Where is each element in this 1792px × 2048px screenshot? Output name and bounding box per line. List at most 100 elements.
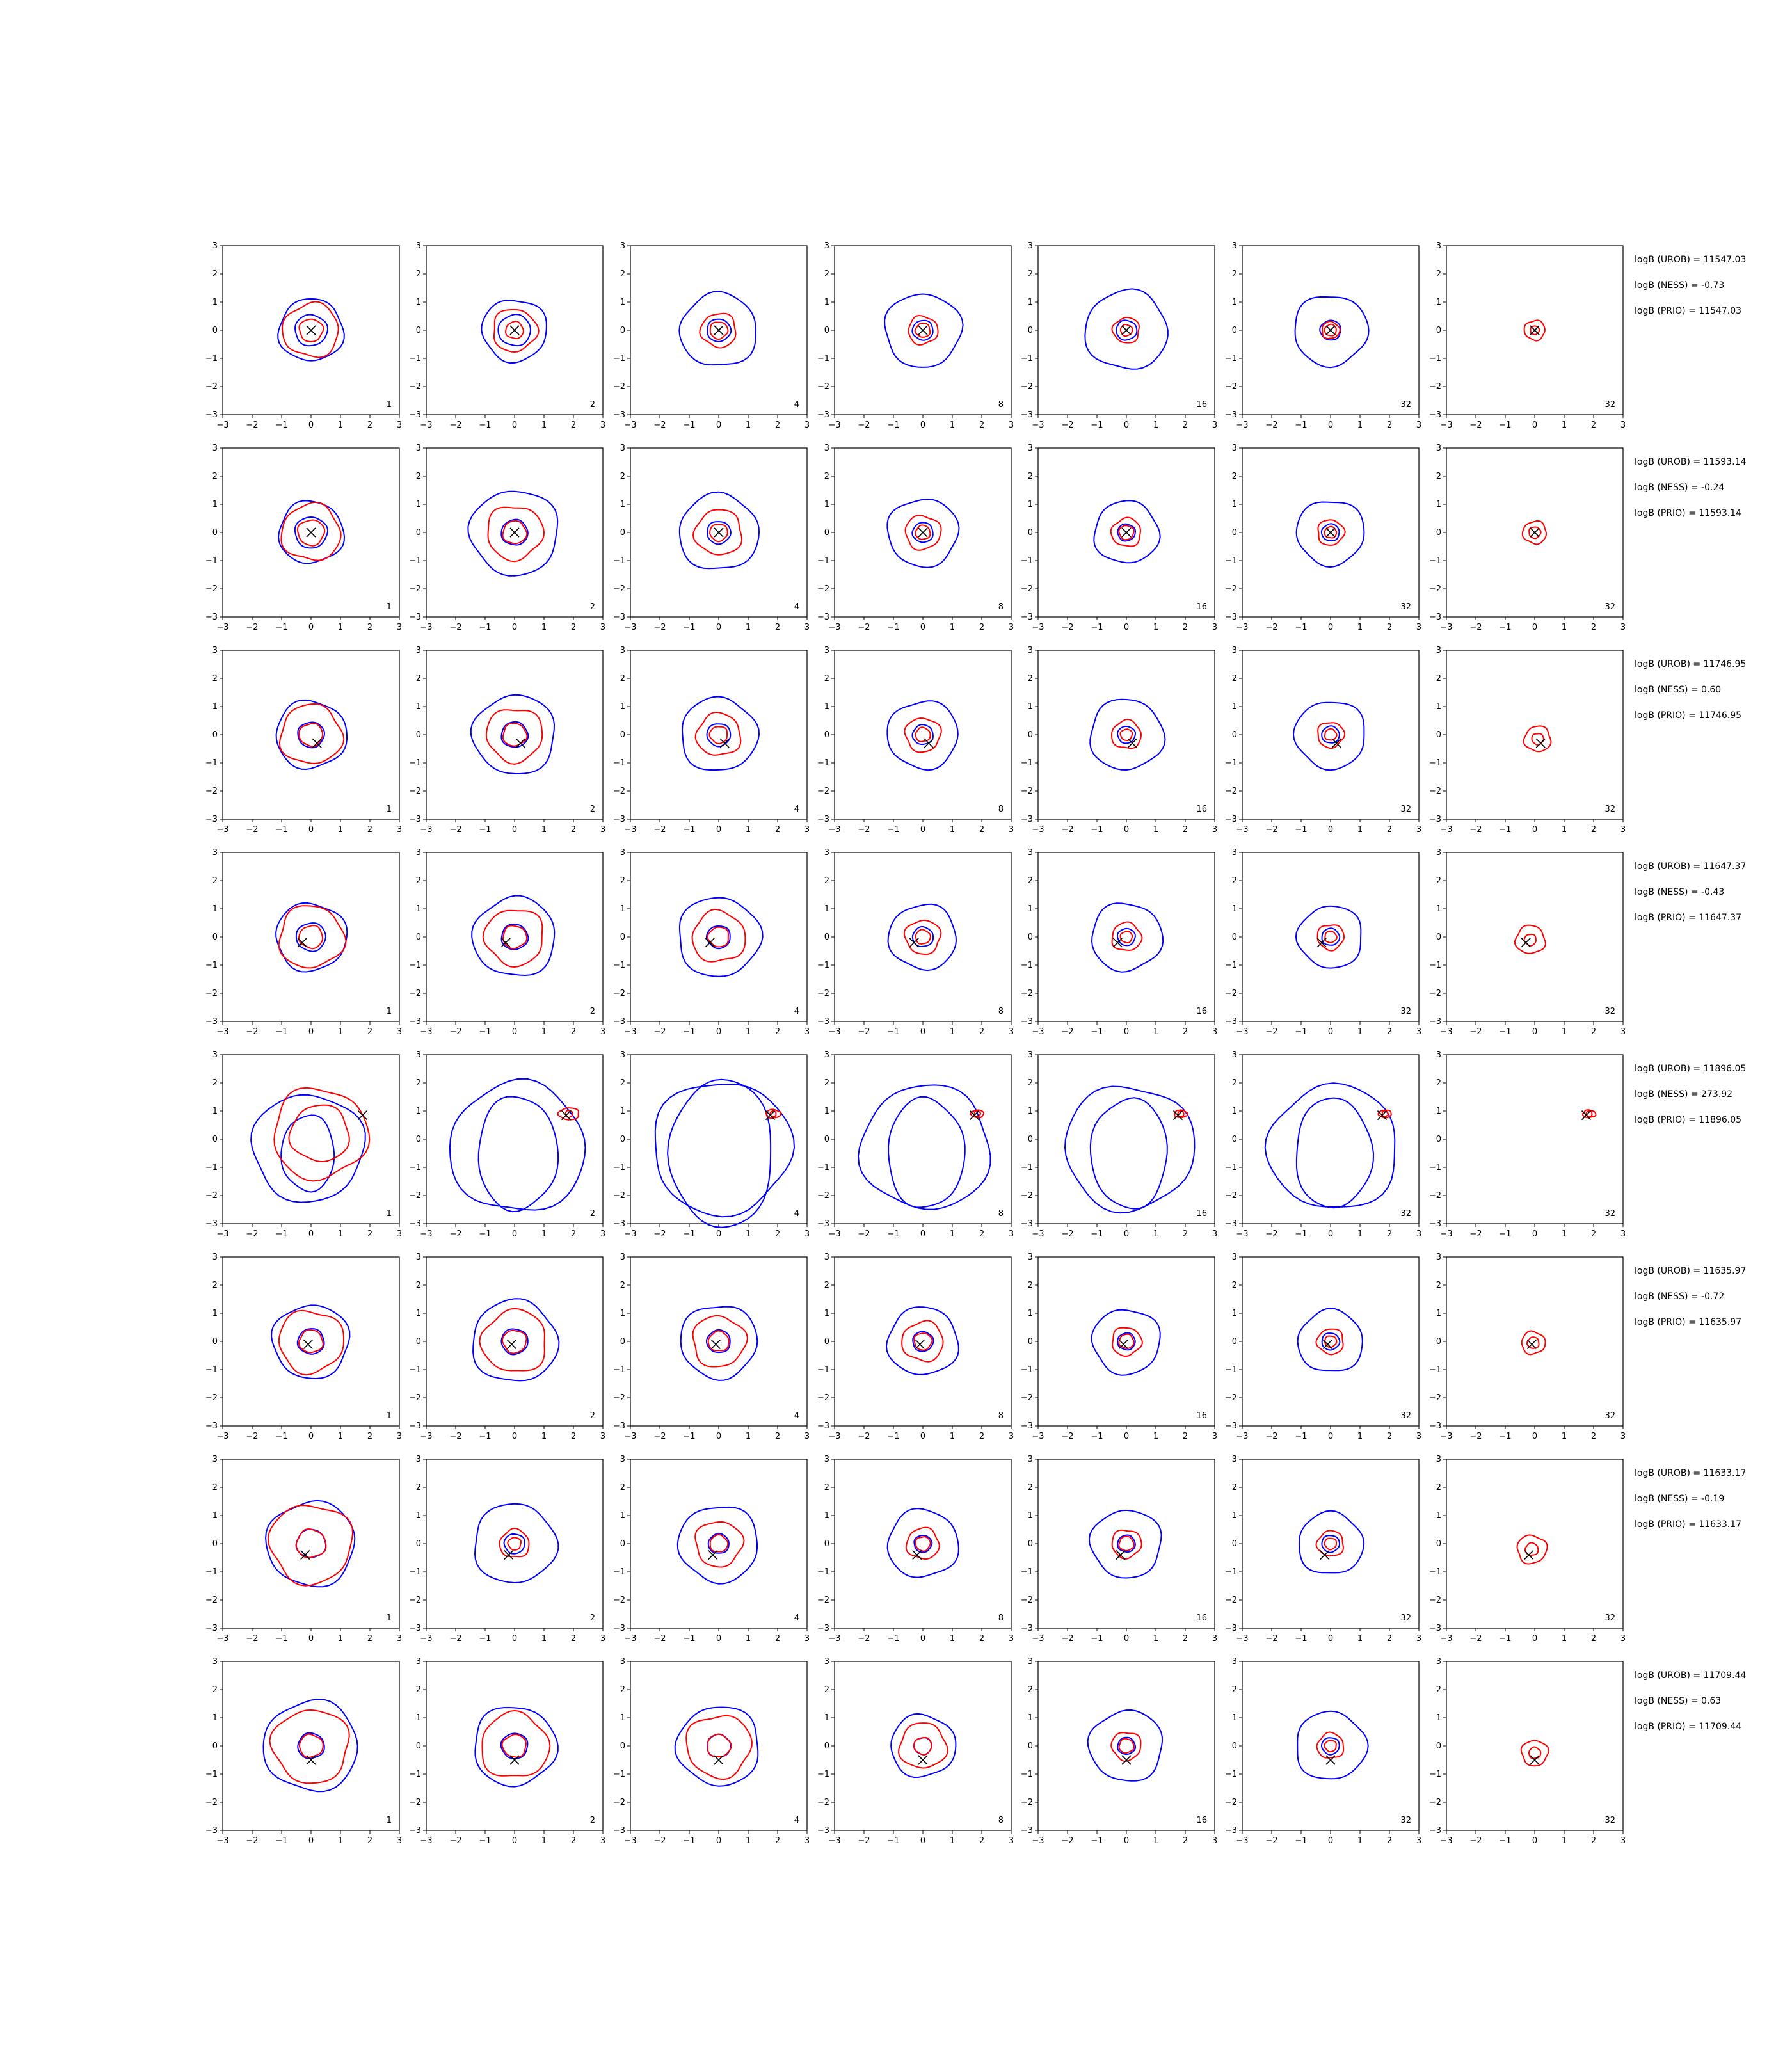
x-tick-label: 1 <box>1562 1027 1567 1037</box>
y-tick-label: 3 <box>416 1455 421 1464</box>
y-tick-label: 0 <box>620 1539 625 1549</box>
y-tick-label: −3 <box>817 410 829 420</box>
x-tick-label: 2 <box>571 1432 576 1441</box>
x-tick-label: −1 <box>1091 1229 1103 1239</box>
blue-contour-outer <box>474 1706 559 1788</box>
y-tick-label: 0 <box>212 730 218 740</box>
x-tick-label: −3 <box>624 1229 636 1239</box>
blue-contour-inner <box>888 1096 966 1208</box>
red-contour-outer <box>1316 924 1345 952</box>
panel-count-label: 4 <box>794 602 799 612</box>
x-tick-label: 3 <box>804 1836 810 1846</box>
y-tick-label: −1 <box>409 1365 421 1375</box>
y-tick-label: −3 <box>205 1624 218 1633</box>
true-value-marker <box>1581 1110 1592 1121</box>
x-tick-label: −3 <box>1032 825 1044 835</box>
blue-contour-outer <box>1091 902 1164 973</box>
y-tick-label: −3 <box>205 1219 218 1229</box>
y-tick-label: 0 <box>824 1539 829 1549</box>
y-tick-label: 0 <box>824 730 829 740</box>
y-tick-label: 1 <box>1028 904 1033 914</box>
x-tick-label: 1 <box>950 420 955 430</box>
x-tick-label: 1 <box>1562 420 1567 430</box>
true-value-marker <box>1530 325 1540 335</box>
red-contour-outer <box>692 1315 748 1368</box>
y-tick-label: −1 <box>613 1163 625 1172</box>
y-tick-label: 2 <box>620 876 625 886</box>
y-tick-label: 0 <box>212 1741 218 1751</box>
x-tick-label: −2 <box>653 1027 666 1037</box>
x-tick-label: 1 <box>1153 420 1158 430</box>
x-tick-label: 1 <box>746 1432 751 1441</box>
x-tick-label: −1 <box>1091 825 1103 835</box>
x-tick-label: −2 <box>858 420 870 430</box>
y-tick-label: 2 <box>212 1685 218 1695</box>
x-tick-label: 2 <box>367 1027 372 1037</box>
true-value-marker <box>708 1550 718 1560</box>
x-tick-label: 3 <box>1009 623 1014 632</box>
y-tick-label: −1 <box>613 961 625 970</box>
x-tick-label: 0 <box>1124 1027 1129 1037</box>
x-tick-label: −2 <box>653 825 666 835</box>
logb-stat-label: logB (NESS) = -0.73 <box>1635 280 1724 291</box>
x-tick-label: −3 <box>1440 1634 1452 1644</box>
y-tick-label: 0 <box>1232 528 1237 538</box>
y-tick-label: 2 <box>620 1483 625 1492</box>
x-tick-label: 0 <box>1328 1432 1333 1441</box>
red-contour-outer <box>1110 516 1142 547</box>
x-tick-label: 2 <box>571 1027 576 1037</box>
x-tick-label: 3 <box>1620 1634 1626 1644</box>
panel-r8-c1: −3 −2 −1 0 1 2 3 3 2 1 0 −1 −2 −3 1 <box>205 1657 402 1846</box>
blue-contour-inner <box>296 1328 325 1355</box>
x-tick-label: −1 <box>683 825 695 835</box>
y-tick-label: −3 <box>613 1826 625 1836</box>
x-tick-label: −1 <box>1499 1432 1511 1441</box>
axes-frame <box>834 1459 1012 1629</box>
x-tick-label: 0 <box>512 1229 517 1239</box>
x-tick-label: 3 <box>1009 1432 1014 1441</box>
x-tick-label: 0 <box>1328 1836 1333 1846</box>
panel-count-label: 16 <box>1196 602 1207 612</box>
red-contour-outer <box>482 909 543 968</box>
panel-count-label: 1 <box>387 1209 392 1219</box>
y-tick-label: −2 <box>1225 1191 1237 1201</box>
x-tick-label: 3 <box>1620 1027 1626 1037</box>
panel-count-label: 2 <box>590 804 595 814</box>
y-tick-label: −1 <box>1021 961 1033 970</box>
y-tick-label: 1 <box>212 1107 218 1116</box>
y-tick-label: 2 <box>212 1483 218 1492</box>
x-tick-label: −1 <box>887 825 899 835</box>
y-tick-label: 1 <box>416 1309 421 1318</box>
x-tick-label: −3 <box>216 1836 228 1846</box>
x-tick-label: −3 <box>420 623 432 632</box>
logb-stat-label: logB (NESS) = -0.19 <box>1635 1494 1724 1504</box>
blue-contour-outer <box>1292 701 1365 771</box>
y-tick-label: −2 <box>409 584 421 594</box>
x-tick-label: 3 <box>804 1229 810 1239</box>
x-tick-label: 1 <box>338 1634 343 1644</box>
y-tick-label: 1 <box>1232 500 1237 509</box>
x-tick-label: 3 <box>1009 1634 1014 1644</box>
y-tick-label: −3 <box>1225 1421 1237 1431</box>
x-tick-label: 1 <box>338 420 343 430</box>
x-tick-label: −1 <box>1499 623 1511 632</box>
axes-frame <box>426 1661 604 1831</box>
axes-frame <box>834 1054 1012 1224</box>
red-contour-inner <box>1118 1738 1135 1754</box>
red-contour-inner <box>915 929 932 945</box>
y-tick-label: 3 <box>824 646 829 655</box>
x-tick-label: −2 <box>1061 623 1073 632</box>
x-tick-label: 0 <box>716 420 721 430</box>
blue-contour-outer <box>678 291 756 366</box>
panel-count-label: 1 <box>387 1613 392 1623</box>
y-tick-label: −1 <box>205 1770 218 1779</box>
axes-frame <box>426 852 604 1022</box>
y-tick-label: −2 <box>817 1393 829 1403</box>
x-tick-label: 0 <box>512 1432 517 1441</box>
y-tick-label: 3 <box>212 646 218 655</box>
y-tick-label: −3 <box>1225 612 1237 622</box>
x-tick-label: 2 <box>1591 1836 1596 1846</box>
x-tick-label: 3 <box>397 1027 402 1037</box>
x-tick-label: 3 <box>804 1432 810 1441</box>
